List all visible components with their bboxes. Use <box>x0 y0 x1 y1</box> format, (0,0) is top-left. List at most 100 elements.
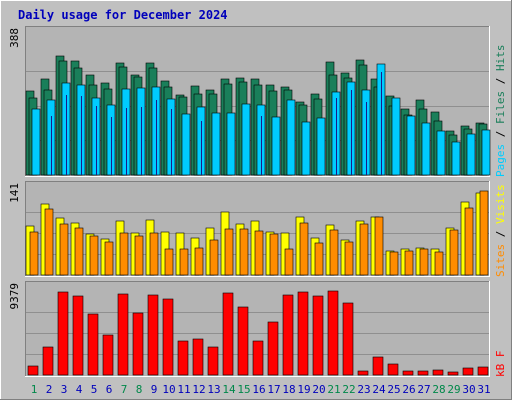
axis-max-label: 9379 <box>8 283 21 310</box>
bar-pages <box>436 130 446 176</box>
legend: kB F <box>494 351 507 378</box>
panel-visits-sites: 141 Sites / Visits <box>8 181 507 277</box>
bar-kbf <box>222 292 234 376</box>
panel-hits-files-pages: 388 Pages / Files / Hits <box>8 26 507 177</box>
day-label: 25 <box>387 383 400 396</box>
bar-sites <box>59 223 69 276</box>
bar-pages <box>31 108 41 176</box>
bar-sites <box>224 228 234 276</box>
bar-pages-inner <box>96 106 97 175</box>
bar-pages <box>481 129 491 176</box>
bar-pages <box>391 97 401 176</box>
bar-pages-inner <box>81 96 82 175</box>
bar-pages-inner <box>381 72 382 175</box>
bar-pages-inner <box>66 95 67 175</box>
bar-kbf <box>462 367 474 376</box>
bar-pages-inner <box>156 100 157 175</box>
bar-sites <box>179 248 189 276</box>
bar-pages-inner <box>366 102 367 175</box>
day-label: 10 <box>162 383 175 396</box>
legend-item: Hits <box>494 45 507 72</box>
bar-pages <box>271 116 281 176</box>
bar-pages <box>316 117 326 176</box>
bar-sites <box>89 235 99 276</box>
bar-sites <box>404 250 414 276</box>
day-label: 28 <box>432 383 445 396</box>
legend-item: Visits <box>494 184 507 224</box>
bar-kbf <box>372 356 384 376</box>
day-label: 15 <box>237 383 250 396</box>
legend-separator: / <box>494 124 507 144</box>
day-label: 4 <box>76 383 83 396</box>
day-label: 19 <box>297 383 310 396</box>
day-label: 6 <box>106 383 113 396</box>
bar-sites <box>434 251 444 276</box>
bar-kbf <box>327 290 339 376</box>
legend: Pages / Files / Hits <box>494 45 507 178</box>
panel-kbf: 9379 kB F <box>8 281 507 377</box>
bar-sites <box>29 231 39 276</box>
bar-pages-inner <box>336 98 337 175</box>
bar-pages <box>406 115 416 176</box>
bar-kbf <box>267 321 279 376</box>
bar-kbf <box>132 312 144 376</box>
bar-sites <box>299 222 309 276</box>
bar-sites <box>239 228 249 276</box>
bar-sites <box>419 248 429 276</box>
bar-kbf <box>312 295 324 376</box>
bar-pages-inner <box>141 107 142 175</box>
bar-pages <box>301 121 311 176</box>
bar-kbf <box>237 306 249 376</box>
bar-kbf <box>177 340 189 376</box>
bar-kbf <box>282 294 294 376</box>
day-label: 13 <box>207 383 220 396</box>
bar-kbf <box>447 371 459 376</box>
bar-pages <box>286 99 296 176</box>
bar-pages-inner <box>171 109 172 175</box>
bar-kbf <box>357 370 369 376</box>
bar-kbf <box>102 334 114 376</box>
bar-kbf <box>342 302 354 376</box>
day-label: 31 <box>477 383 490 396</box>
bar-pages-inner <box>51 116 52 175</box>
bar-kbf <box>57 291 69 376</box>
day-label: 29 <box>447 383 460 396</box>
day-label: 23 <box>357 383 370 396</box>
chart-title: Daily usage for December 2024 <box>18 8 228 22</box>
bar-sites <box>149 232 159 276</box>
day-label: 14 <box>222 383 236 396</box>
bar-pages <box>181 113 191 176</box>
day-label: 22 <box>342 383 355 396</box>
day-label: 26 <box>402 383 415 396</box>
bar-pages <box>451 141 461 176</box>
bar-sites <box>329 229 339 276</box>
bar-sites <box>374 216 384 276</box>
bar-kbf <box>147 294 159 376</box>
bar-pages-inner <box>111 117 112 175</box>
day-label: 30 <box>462 383 475 396</box>
day-label: 8 <box>136 383 143 396</box>
bar-pages <box>211 112 221 176</box>
bar-pages-inner <box>201 121 202 175</box>
bar-pages-inner <box>261 116 262 175</box>
bar-sites <box>479 190 489 276</box>
bar-sites <box>119 232 129 276</box>
bar-kbf <box>477 366 489 376</box>
legend-item: Pages <box>494 144 507 177</box>
day-label: 16 <box>252 383 265 396</box>
bar-kbf <box>207 346 219 376</box>
day-labels: 1 2 3 4 5 6 7 8 9 10 11 12 13 14 15 16 17 18 19 20 21 22 23 24 2… <box>31 383 491 396</box>
bar-pages <box>226 112 236 176</box>
bar-pages <box>466 133 476 176</box>
axis-max-label: 388 <box>8 28 21 48</box>
bar-kbf <box>87 313 99 376</box>
legend-separator: / <box>494 71 507 91</box>
legend-separator: / <box>494 224 507 244</box>
bar-sites <box>254 230 264 276</box>
bar-sites <box>464 207 474 276</box>
day-label: 12 <box>192 383 205 396</box>
bar-kbf <box>42 346 54 376</box>
day-label: 20 <box>312 383 325 396</box>
day-label: 1 <box>31 383 38 396</box>
